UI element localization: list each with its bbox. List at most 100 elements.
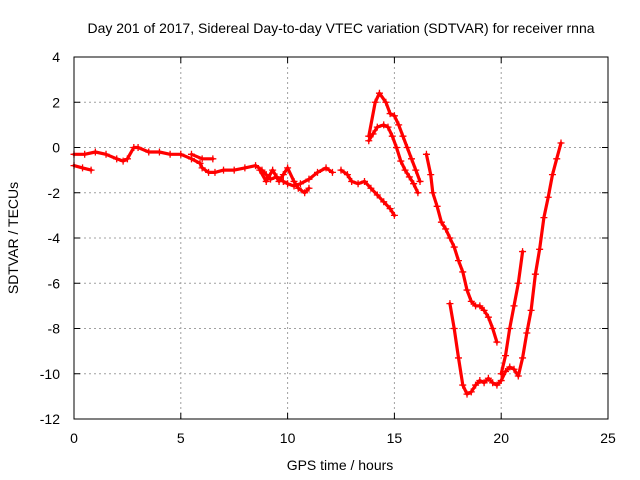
data-point: [407, 155, 415, 163]
data-point: [262, 177, 270, 185]
data-point: [467, 388, 475, 396]
data-point: [367, 184, 375, 192]
data-series: [70, 89, 565, 398]
y-tick-label: 0: [52, 140, 60, 156]
data-point: [422, 150, 430, 158]
data-point: [373, 191, 381, 199]
data-point: [91, 148, 99, 156]
data-point: [209, 155, 217, 163]
data-point: [187, 150, 195, 158]
data-point: [414, 189, 422, 197]
data-point: [536, 245, 544, 253]
data-point: [405, 173, 413, 181]
data-point: [501, 352, 509, 360]
data-point: [544, 193, 552, 201]
data-point: [269, 166, 277, 174]
data-point: [205, 168, 213, 176]
data-point: [198, 164, 206, 172]
data-point: [506, 325, 514, 332]
data-point: [410, 180, 418, 188]
series-arc-4: [256, 164, 313, 197]
data-point: [371, 98, 379, 106]
data-point: [527, 306, 535, 314]
data-point: [337, 166, 345, 174]
data-point: [506, 363, 514, 371]
data-point: [252, 162, 260, 170]
data-point: [493, 338, 501, 346]
data-point: [87, 166, 95, 174]
data-point: [230, 166, 238, 174]
y-tick-labels: -12 -10 -8 -6 -4 -2 0 2 4: [40, 49, 60, 427]
data-point: [382, 98, 390, 106]
series-line: [367, 123, 420, 195]
data-point: [463, 286, 471, 294]
data-point: [279, 171, 287, 179]
data-point: [548, 171, 556, 179]
data-point: [514, 279, 522, 287]
data-point: [145, 148, 153, 156]
data-point: [514, 372, 522, 380]
y-tick-label: -8: [48, 321, 61, 337]
data-point: [241, 164, 249, 172]
data-point: [386, 205, 394, 213]
data-point: [123, 155, 131, 163]
data-point: [412, 166, 420, 174]
data-point: [360, 177, 368, 185]
y-tick-label: -2: [48, 185, 61, 201]
y-tick-label: 4: [52, 49, 60, 65]
y-tick-label: -6: [48, 275, 61, 291]
data-point: [284, 180, 292, 188]
data-point: [463, 390, 471, 398]
data-point: [472, 381, 480, 389]
data-point: [388, 132, 396, 140]
data-point: [459, 381, 467, 389]
data-point: [519, 248, 527, 256]
data-point: [314, 168, 322, 176]
data-point: [134, 144, 142, 151]
data-point: [365, 132, 373, 140]
data-point: [401, 166, 409, 174]
data-point: [322, 164, 330, 172]
x-tick-label: 0: [70, 430, 78, 446]
data-point: [416, 177, 424, 185]
data-point: [397, 157, 405, 165]
data-point: [484, 313, 492, 321]
data-point: [493, 381, 501, 389]
series-line: [258, 166, 311, 195]
data-point: [489, 325, 497, 332]
x-tick-label: 5: [177, 430, 185, 446]
data-point: [497, 377, 505, 385]
y-tick-label: 2: [52, 94, 60, 110]
data-point: [467, 297, 475, 305]
data-point: [198, 155, 206, 163]
series-arc-10: [497, 248, 527, 378]
data-point: [220, 166, 228, 174]
data-point: [437, 218, 445, 226]
data-point: [450, 325, 458, 332]
series-arc-2: [187, 150, 217, 163]
data-point: [427, 171, 435, 179]
data-point: [294, 184, 302, 192]
data-point: [380, 198, 388, 206]
y-tick-label: -12: [40, 411, 60, 427]
x-tick-label: 10: [280, 430, 296, 446]
data-point: [301, 189, 309, 197]
data-point: [446, 300, 454, 308]
data-point: [305, 175, 313, 183]
chart-title: Day 201 of 2017, Sidereal Day-to-day VTE…: [87, 20, 594, 36]
x-tick-label: 25: [600, 430, 616, 446]
data-point: [393, 144, 401, 151]
data-point: [540, 214, 548, 222]
data-point: [399, 132, 407, 140]
data-point: [375, 89, 383, 97]
data-point: [523, 329, 531, 337]
x-tick-label: 15: [387, 430, 403, 446]
data-point: [519, 354, 527, 362]
data-point: [296, 180, 304, 188]
series-line: [499, 250, 525, 376]
data-point: [390, 112, 398, 120]
axis-ticks: [73, 56, 609, 420]
data-point: [290, 177, 298, 185]
data-point: [348, 177, 356, 185]
